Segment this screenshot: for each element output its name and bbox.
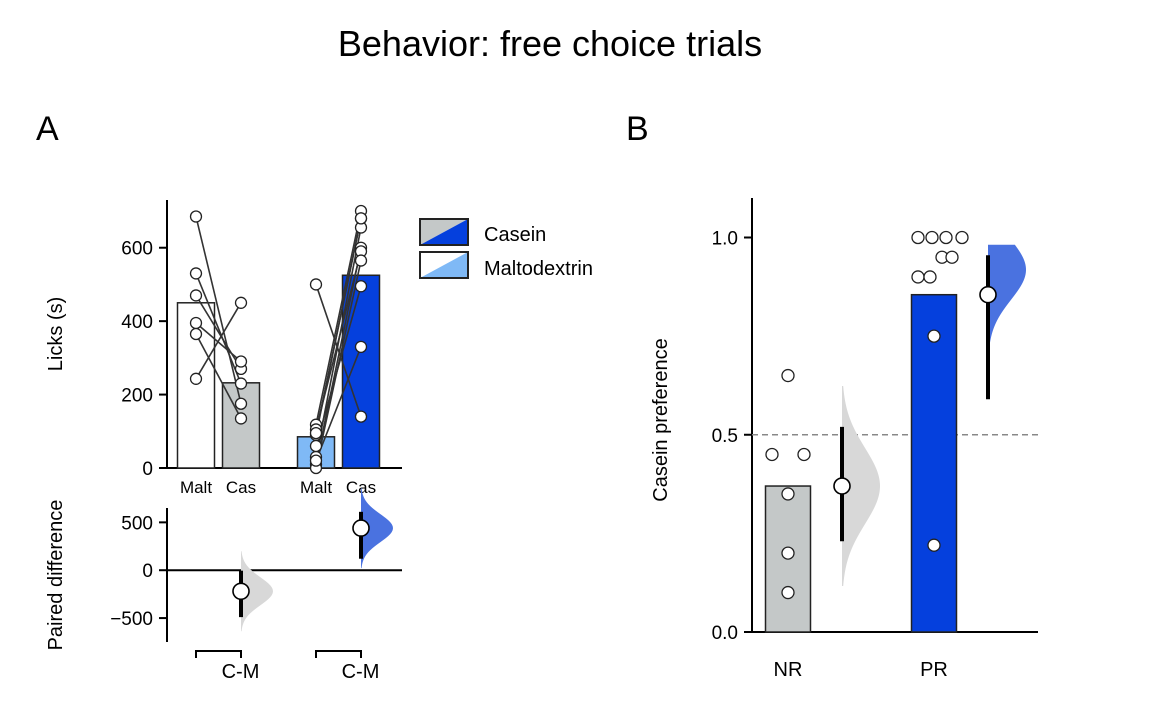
x-tick-label: Cas	[346, 478, 376, 497]
mean-estimate	[833, 477, 851, 495]
y-axis-label: Licks (s)	[45, 297, 67, 371]
x-tick-label: Malt	[180, 478, 212, 497]
y-tick-label: 400	[121, 312, 153, 333]
mean-difference	[232, 582, 250, 601]
y-tick-label: 600	[121, 239, 153, 260]
mean-estimate	[979, 285, 997, 304]
data-point	[309, 278, 323, 291]
data-point	[189, 289, 203, 302]
data-point	[354, 254, 368, 267]
data-point	[234, 296, 248, 309]
data-point	[309, 454, 323, 467]
data-point	[189, 327, 203, 341]
legend-item-casein: Casein	[419, 218, 546, 246]
pair-line	[195, 216, 242, 404]
legend-label-maltodextrin: Maltodextrin	[484, 258, 593, 280]
legend: Casein Maltodextrin	[419, 218, 593, 280]
comparison-bracket	[195, 650, 242, 658]
paired-difference-chart: −500 0 500 Paired difference C-M C-M	[45, 488, 402, 683]
licks-chart: 0 200 400 600 Licks (s) Malt Cas Malt Cas	[45, 200, 402, 497]
data-point	[781, 546, 795, 560]
data-point	[939, 230, 953, 245]
pair-line	[315, 210, 362, 425]
data-point	[923, 270, 937, 284]
legend-swatch-casein-b	[420, 219, 468, 245]
x-tick-label: C-M	[342, 661, 380, 683]
pair-line	[195, 333, 242, 419]
data-point	[234, 412, 248, 425]
pair-line	[195, 295, 242, 370]
y-axis-label: Paired difference	[45, 500, 67, 651]
y-tick-label: 1.0	[712, 229, 738, 250]
data-point	[911, 230, 925, 245]
legend-item-maltodextrin: Maltodextrin	[419, 251, 593, 280]
figure-title: Behavior: free choice trials	[338, 23, 762, 64]
data-point	[911, 270, 925, 284]
data-point	[781, 487, 795, 501]
x-tick-label: Malt	[300, 478, 332, 497]
pair-line	[195, 302, 242, 380]
bar	[221, 382, 261, 469]
y-tick-label: 500	[121, 513, 153, 534]
bootstrap-distribution	[241, 551, 273, 632]
data-point	[945, 250, 959, 264]
comparison-bracket	[315, 650, 362, 658]
data-point	[189, 210, 203, 223]
casein-preference-chart: 0.0 0.5 1.0 Casein preference NR PR	[650, 198, 1038, 681]
data-point	[927, 329, 941, 343]
data-point	[189, 267, 203, 280]
bootstrap-distribution	[842, 386, 880, 587]
x-tick-label: NR	[774, 659, 803, 681]
bar	[910, 293, 958, 633]
data-point	[354, 410, 368, 423]
legend-label-casein: Casein	[484, 224, 546, 246]
data-point	[955, 230, 969, 245]
x-tick-label: PR	[920, 659, 948, 681]
legend-swatch-malt-border	[419, 251, 469, 279]
data-point	[797, 447, 811, 462]
x-tick-label: C-M	[222, 661, 260, 683]
legend-swatch-casein-border	[419, 218, 469, 246]
data-point	[309, 439, 323, 453]
x-tick-label: Cas	[226, 478, 256, 497]
pair-line	[315, 346, 362, 461]
data-point	[309, 426, 323, 440]
data-point	[781, 368, 795, 383]
y-tick-label: 0	[142, 561, 153, 582]
pair-line	[195, 273, 242, 384]
data-point	[925, 230, 939, 245]
mean-difference	[352, 519, 370, 537]
bootstrap-distribution	[988, 244, 1026, 465]
y-tick-label: 0	[142, 459, 153, 480]
data-point	[189, 316, 203, 330]
data-point	[781, 585, 795, 600]
pair-line	[315, 284, 362, 417]
bootstrap-distribution	[361, 488, 393, 569]
data-point	[765, 447, 779, 462]
y-tick-label: 0.0	[712, 623, 738, 644]
panel-label-b: B	[626, 110, 649, 148]
data-point	[354, 280, 368, 293]
data-point	[234, 397, 248, 410]
y-axis-label: Casein preference	[650, 338, 672, 501]
y-tick-label: 200	[121, 386, 153, 407]
data-point	[354, 212, 368, 225]
data-point	[354, 340, 368, 353]
y-tick-label: −500	[110, 609, 153, 630]
pair-line	[315, 218, 362, 434]
data-point	[189, 372, 203, 385]
pair-line	[315, 286, 362, 447]
legend-swatch-malt-b	[420, 252, 468, 278]
data-point	[234, 355, 248, 368]
panel-label-a: A	[36, 110, 59, 148]
data-point	[234, 377, 248, 390]
y-tick-label: 0.5	[712, 426, 738, 447]
data-point	[927, 538, 941, 552]
